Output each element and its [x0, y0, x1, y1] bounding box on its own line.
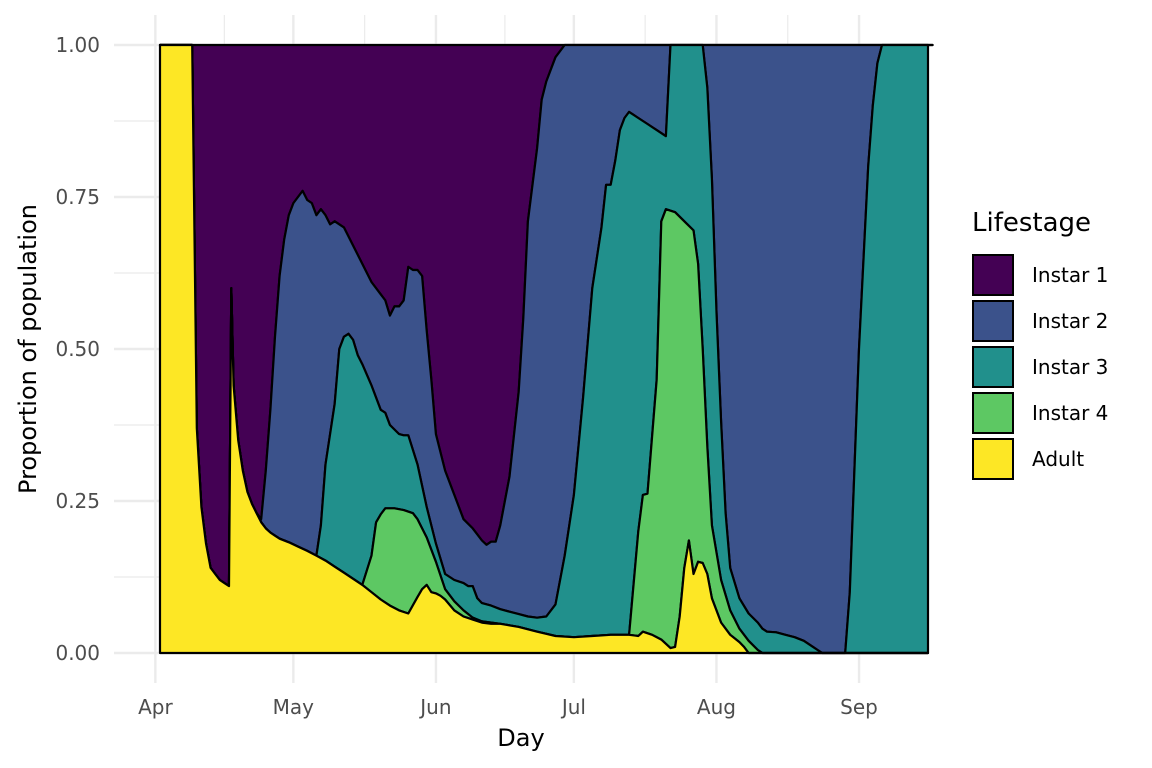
- legend: Lifestage Instar 1 Instar 2 Instar 3 Instar…: [972, 208, 1108, 482]
- legend-item: Instar 1: [972, 252, 1108, 298]
- legend-swatch: [972, 392, 1014, 434]
- area-adult: [158, 43, 930, 655]
- legend-swatch: [972, 254, 1014, 296]
- legend-item: Instar 4: [972, 390, 1108, 436]
- legend-label: Adult: [1032, 447, 1085, 471]
- y-tick-label: 1.00: [55, 33, 100, 57]
- y-tick-label: 0.50: [55, 337, 100, 361]
- x-tick-label: Jun: [418, 695, 451, 719]
- legend-label: Instar 3: [1032, 355, 1109, 379]
- y-tick-label: 0.25: [55, 489, 100, 513]
- x-tick-label: Sep: [840, 695, 878, 719]
- legend-item: Instar 3: [972, 344, 1108, 390]
- legend-label: Instar 4: [1032, 401, 1109, 425]
- x-tick-label: May: [273, 695, 315, 719]
- y-tick-label: 0.75: [55, 185, 100, 209]
- x-tick-label: Jul: [560, 695, 586, 719]
- y-axis-title: Proportion of population: [14, 204, 42, 494]
- legend-label: Instar 1: [1032, 263, 1109, 287]
- legend-swatch: [972, 346, 1014, 388]
- x-tick-labels: Apr May Jun Jul Aug Sep: [138, 695, 878, 719]
- y-tick-label: 0.00: [55, 641, 100, 665]
- legend-item: Instar 2: [972, 298, 1108, 344]
- y-tick-labels: 0.00 0.25 0.50 0.75 1.00: [55, 33, 100, 665]
- x-tick-label: Aug: [697, 695, 736, 719]
- legend-title: Lifestage: [972, 208, 1092, 238]
- legend-swatch: [972, 438, 1014, 480]
- legend-swatch: [972, 300, 1014, 342]
- legend-items: Instar 1 Instar 2 Instar 3 Instar 4 Adult: [972, 252, 1108, 482]
- x-tick-label: Apr: [138, 695, 173, 719]
- x-axis-title: Day: [497, 724, 544, 752]
- legend-item: Adult: [972, 436, 1108, 482]
- legend-label: Instar 2: [1032, 309, 1109, 333]
- stacked-areas: [158, 43, 934, 655]
